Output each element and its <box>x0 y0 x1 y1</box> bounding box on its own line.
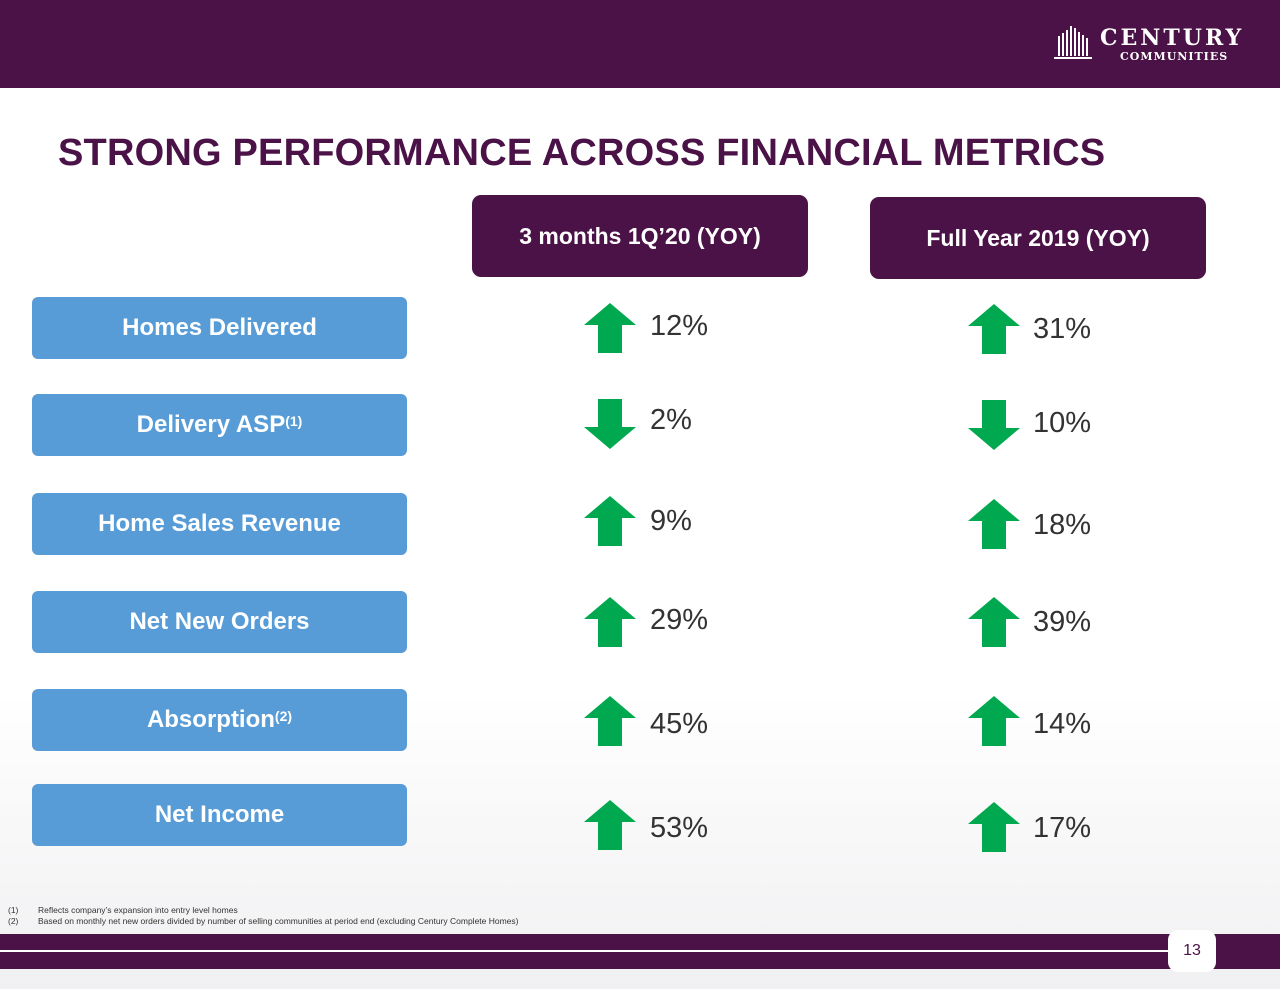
arrow-up-icon <box>584 800 636 850</box>
column-header-quarter: 3 months 1Q’20 (YOY) <box>472 195 808 277</box>
metric-label: Net Income <box>154 801 285 828</box>
metric-label-box: Net Income <box>32 784 407 846</box>
header-bar: CENTURY COMMUNITIES <box>0 0 1280 88</box>
arrow-up-icon <box>968 304 1020 354</box>
arrow-up-icon <box>584 303 636 353</box>
logo-subtitle: COMMUNITIES <box>1120 50 1229 63</box>
full-year-change-value: 14% <box>1033 708 1092 740</box>
quarter-change-value: 29% <box>650 604 709 636</box>
arrow-up-icon <box>584 597 636 647</box>
arrow-up-icon <box>968 499 1020 549</box>
arrow-down-icon <box>968 400 1020 450</box>
logo-wordmark: CENTURY <box>1100 25 1245 51</box>
metric-label-box: Home Sales Revenue <box>32 493 407 555</box>
footnote-reference: (1) <box>285 413 303 429</box>
page-number: 13 <box>1168 930 1216 972</box>
metric-label: Net New Orders <box>129 608 310 635</box>
quarter-change-value: 45% <box>650 708 709 740</box>
metric-label-box: Net New Orders <box>32 591 407 653</box>
full-year-change-value: 17% <box>1033 812 1092 844</box>
metric-label: Absorption <box>146 706 275 733</box>
company-logo: CENTURY COMMUNITIES <box>1052 24 1252 64</box>
arrow-up-icon <box>584 496 636 546</box>
metric-label-box: Absorption (2) <box>32 689 407 751</box>
quarter-change-value: 12% <box>650 310 709 342</box>
quarter-change-value: 2% <box>650 404 692 436</box>
full-year-change-value: 31% <box>1033 313 1092 345</box>
metric-label-box: Homes Delivered <box>32 297 407 359</box>
quarter-change-value: 53% <box>650 812 709 844</box>
full-year-change-value: 18% <box>1033 509 1092 541</box>
metric-label: Homes Delivered <box>122 314 317 341</box>
full-year-change-value: 39% <box>1033 606 1092 638</box>
arrow-up-icon <box>584 696 636 746</box>
quarter-change-value: 9% <box>650 505 692 537</box>
footnote-text: Based on monthly net new orders divided … <box>38 916 519 926</box>
footnotes: (1) Reflects company’s expansion into en… <box>8 905 519 927</box>
footnote: (2) Based on monthly net new orders divi… <box>8 916 519 927</box>
footnote-reference: (2) <box>274 708 293 724</box>
footnote-text: Reflects company’s expansion into entry … <box>38 905 238 915</box>
metric-label: Home Sales Revenue <box>98 510 341 537</box>
footnote-number: (2) <box>8 916 19 926</box>
full-year-change-value: 10% <box>1033 407 1092 439</box>
metric-label: Delivery ASP <box>136 411 286 438</box>
arrow-up-icon <box>968 802 1020 852</box>
metric-label-box: Delivery ASP (1) <box>32 394 407 456</box>
footnote: (1) Reflects company’s expansion into en… <box>8 905 519 916</box>
building-columns-icon <box>1054 26 1092 59</box>
arrow-up-icon <box>968 597 1020 647</box>
arrow-up-icon <box>968 696 1020 746</box>
footer-divider <box>0 950 1168 952</box>
column-header-full-year: Full Year 2019 (YOY) <box>870 197 1206 279</box>
footnote-number: (1) <box>8 905 19 915</box>
arrow-down-icon <box>584 399 636 449</box>
slide-title: STRONG PERFORMANCE ACROSS FINANCIAL METR… <box>58 132 1106 174</box>
